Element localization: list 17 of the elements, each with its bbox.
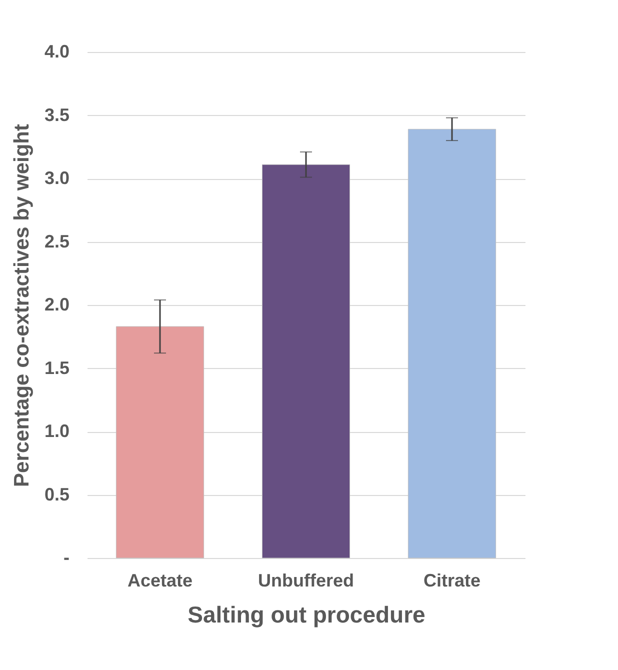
- y-tick-label: 2.5: [44, 231, 70, 252]
- y-tick-label: 0.5: [44, 484, 70, 504]
- x-tick-label: Acetate: [127, 570, 193, 590]
- y-tick-label: 1.0: [44, 421, 70, 441]
- x-tick-label: Citrate: [423, 570, 481, 590]
- y-tick-label: 3.0: [44, 168, 70, 188]
- bar: [262, 164, 350, 558]
- y-axis-title: Percentage co-extractives by weight: [10, 124, 34, 487]
- bar: [408, 128, 496, 558]
- y-tick-label: 3.5: [44, 104, 70, 125]
- bar: [116, 326, 204, 558]
- x-tick-label: Unbuffered: [258, 570, 354, 590]
- y-tick-label: 1.5: [44, 358, 70, 378]
- y-tick-label: 4.0: [44, 42, 70, 62]
- y-tick-label: 2.0: [44, 294, 70, 314]
- x-axis-title: Salting out procedure: [188, 602, 426, 628]
- y-tick-label: -: [64, 548, 70, 568]
